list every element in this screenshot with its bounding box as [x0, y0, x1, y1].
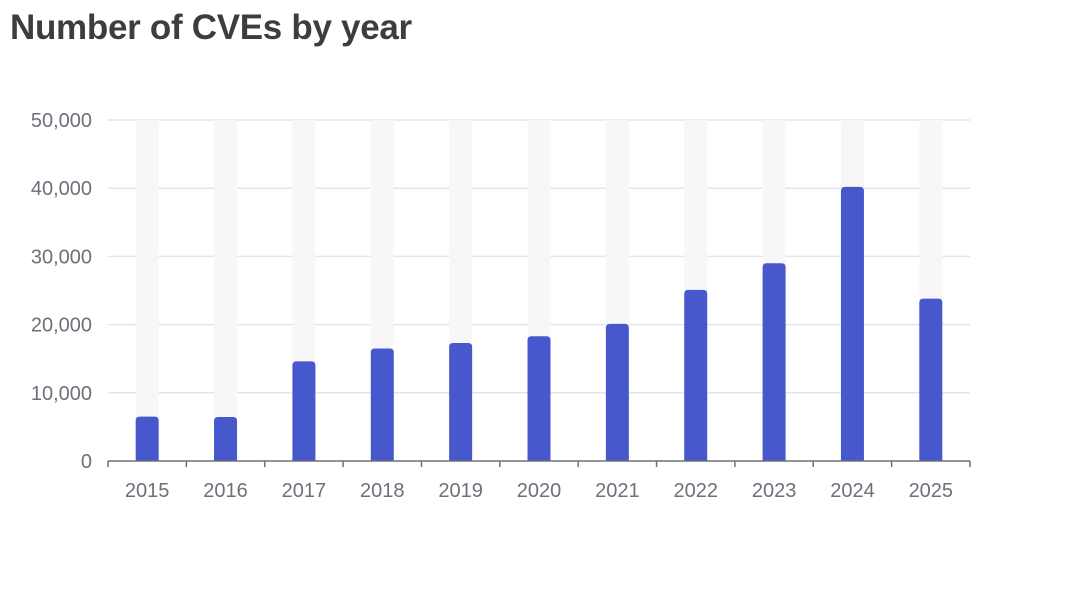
x-axis: [107, 460, 971, 467]
x-tick-label: 2018: [360, 480, 405, 502]
y-tick-label: 50,000: [31, 110, 92, 132]
x-tick-label: 2023: [752, 480, 797, 502]
y-tick-label: 10,000: [31, 383, 92, 405]
x-tick-label: 2016: [203, 480, 248, 502]
x-tick-label: 2025: [909, 480, 954, 502]
x-tick-label: 2017: [282, 480, 327, 502]
bar-2022[interactable]: [684, 289, 708, 461]
background-bar: [135, 120, 159, 461]
y-tick-label: 30,000: [31, 246, 92, 268]
y-tick-label: 20,000: [31, 315, 92, 337]
x-tick-label: 2019: [438, 480, 483, 502]
bar-2020[interactable]: [527, 336, 551, 461]
bar-2016[interactable]: [214, 417, 238, 461]
x-tick-label: 2022: [673, 480, 718, 502]
bar-2017[interactable]: [292, 361, 316, 461]
bar-2018[interactable]: [370, 348, 394, 461]
y-tick-label: 0: [81, 451, 92, 473]
x-axis-labels: 2015 2016 2017 2018 2019 2020 2021 2022 2023 2024…: [125, 480, 953, 502]
bar-2025[interactable]: [919, 298, 943, 461]
chart-title: Number of CVEs by year: [10, 8, 412, 47]
background-bar: [214, 120, 238, 461]
x-tick-label: 2020: [517, 480, 562, 502]
bar-2015[interactable]: [135, 416, 159, 461]
bar-2021[interactable]: [605, 323, 629, 461]
x-tick-label: 2021: [595, 480, 640, 502]
y-axis-labels: 0 10,000 20,000 30,000 40,000 50,000: [31, 110, 92, 473]
bar-2019[interactable]: [449, 343, 473, 461]
x-tick-label: 2024: [830, 480, 875, 502]
data-bars: [135, 186, 943, 461]
bar-2024[interactable]: [840, 186, 864, 461]
x-tick-label: 2015: [125, 480, 170, 502]
y-tick-label: 40,000: [31, 178, 92, 200]
bar-2023[interactable]: [762, 263, 786, 461]
